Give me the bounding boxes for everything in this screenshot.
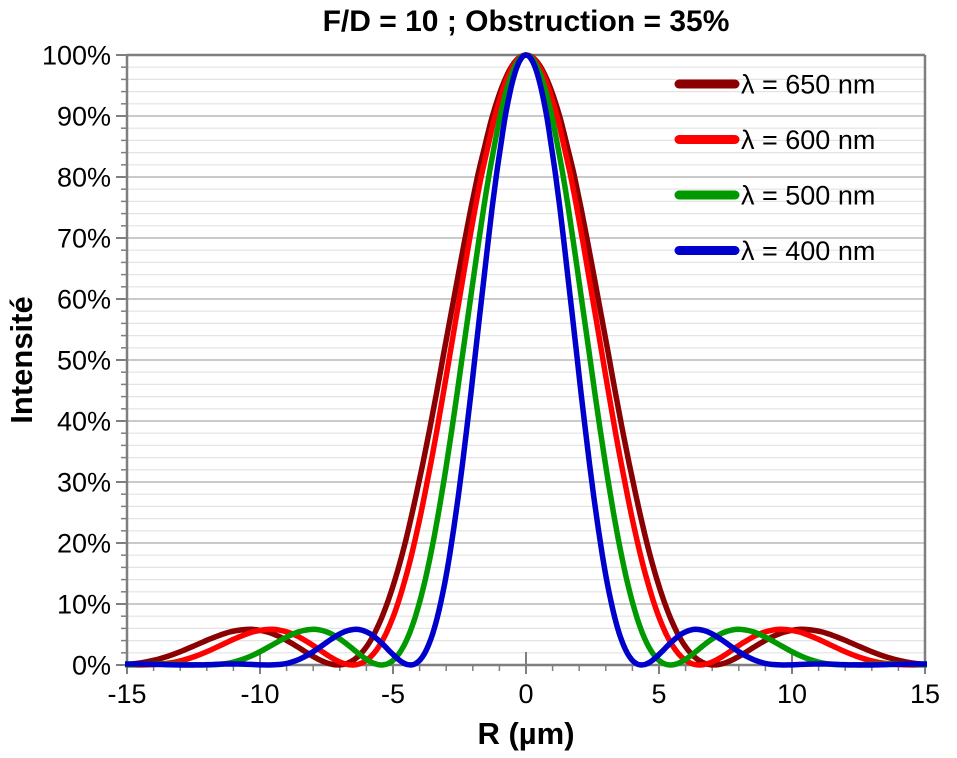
- legend-label: λ = 500 nm: [741, 181, 875, 211]
- legend-item: λ = 400 nm: [674, 236, 875, 266]
- y-tick-label: 10%: [57, 590, 111, 620]
- chart-title: F/D = 10 ; Obstruction = 35%: [322, 5, 730, 38]
- y-tick-label: 80%: [57, 163, 111, 193]
- legend-label: λ = 650 nm: [741, 70, 875, 100]
- x-tick-label: 5: [651, 679, 666, 709]
- legend: λ = 650 nm λ = 600 nm λ = 500 nm λ = 400 nm: [674, 70, 875, 266]
- tick-marks: [116, 54, 926, 674]
- y-tick-label: 100%: [42, 41, 111, 71]
- x-tick-label: -15: [107, 679, 146, 709]
- x-tick-label: 0: [518, 679, 533, 709]
- x-tick-label: -5: [381, 679, 405, 709]
- gridlines-minor: [127, 66, 925, 654]
- x-axis-title: R (µm): [477, 716, 575, 751]
- gridlines-major: [127, 115, 925, 605]
- legend-item: λ = 600 nm: [674, 125, 875, 155]
- legend-item: λ = 650 nm: [674, 70, 875, 100]
- x-tick-label: -10: [240, 679, 279, 709]
- y-tick-label: 70%: [57, 224, 111, 254]
- curve-400nm: [125, 52, 927, 668]
- x-tick-label: 10: [777, 679, 807, 709]
- x-tick-labels: -15 -10 -5 0 5 10 15: [107, 679, 940, 709]
- legend-item: λ = 500 nm: [674, 181, 875, 211]
- legend-label: λ = 600 nm: [741, 125, 875, 155]
- y-tick-label: 0%: [72, 651, 111, 681]
- y-tick-labels: 0% 10% 20% 30% 40% 50% 60% 70% 80% 90% 100%: [42, 41, 111, 681]
- y-tick-label: 20%: [57, 529, 111, 559]
- y-tick-label: 50%: [57, 346, 111, 376]
- y-tick-label: 30%: [57, 468, 111, 498]
- y-tick-label: 40%: [57, 407, 111, 437]
- x-tick-label: 15: [910, 679, 940, 709]
- y-tick-label: 90%: [57, 102, 111, 132]
- series-curves: [125, 52, 927, 668]
- y-tick-label: 60%: [57, 285, 111, 315]
- legend-label: λ = 400 nm: [741, 236, 875, 266]
